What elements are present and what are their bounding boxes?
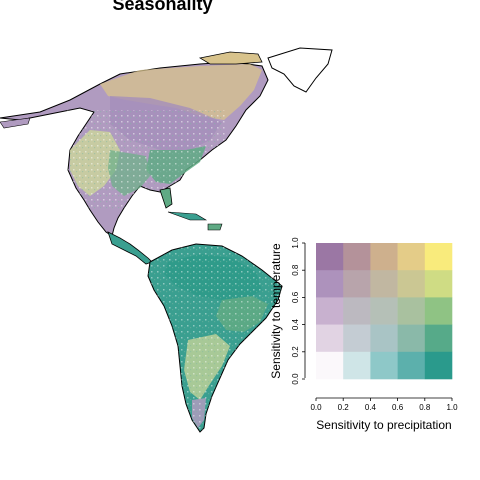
legend-color-grid <box>316 243 453 380</box>
legend-x-tick-label: 0.2 <box>338 403 350 412</box>
legend-cell <box>370 297 398 325</box>
legend-cell <box>370 270 398 298</box>
legend-y-tick-label: 0.2 <box>291 346 300 358</box>
legend-y-tick-label: 0.0 <box>291 373 300 385</box>
legend-y-tick-label: 0.6 <box>291 291 300 303</box>
legend-cell <box>370 351 398 380</box>
legend-cell <box>397 351 426 380</box>
north-america-tundra <box>100 64 262 120</box>
legend-y-tick-label: 0.8 <box>291 264 300 276</box>
legend-cell <box>424 324 453 353</box>
legend-x-tick-label: 0.4 <box>365 403 377 412</box>
legend-cell <box>343 324 371 353</box>
legend-cell <box>424 351 453 380</box>
hispaniola <box>207 223 223 231</box>
legend-cell <box>424 270 453 298</box>
legend-cell <box>397 324 426 353</box>
legend-cell <box>424 243 453 271</box>
legend-cell <box>370 324 398 353</box>
legend-cell <box>316 243 344 271</box>
map-title: Seasonality <box>112 0 213 14</box>
legend-y-tick-label: 1.0 <box>291 237 300 249</box>
legend-cell <box>343 351 371 380</box>
legend-cell <box>316 270 344 298</box>
legend-x-tick-label: 0.6 <box>392 403 404 412</box>
legend-cell <box>397 297 426 325</box>
cuba <box>167 211 208 221</box>
legend-cell <box>316 351 344 380</box>
legend-cell <box>316 297 344 325</box>
legend-cell <box>370 243 398 271</box>
legend-cell <box>343 270 371 298</box>
legend-cell <box>343 243 371 271</box>
legend-cell <box>397 270 426 298</box>
legend-cell <box>397 243 426 271</box>
legend-x-label: Sensitivity to precipitation <box>316 418 451 432</box>
arctic-islands <box>198 51 263 65</box>
legend-cell <box>316 324 344 353</box>
legend-x-tick-label: 0.0 <box>310 403 322 412</box>
legend-x-tick-label: 1.0 <box>446 403 458 412</box>
legend-y-ticks: 0.0 0.2 0.4 0.6 0.8 1.0 <box>291 237 305 385</box>
legend-y-label: Sensitivity to temperature <box>269 243 283 379</box>
florida <box>159 187 173 209</box>
legend-x-tick-label: 0.8 <box>419 403 431 412</box>
legend-cell <box>424 297 453 325</box>
legend-y-tick-label: 0.4 <box>291 318 300 330</box>
alaska-chain <box>0 117 31 129</box>
legend-cell <box>343 297 371 325</box>
legend-x-ticks: 0.0 0.2 0.4 0.6 0.8 1.0 <box>310 398 458 412</box>
greenland-outline <box>267 47 333 93</box>
